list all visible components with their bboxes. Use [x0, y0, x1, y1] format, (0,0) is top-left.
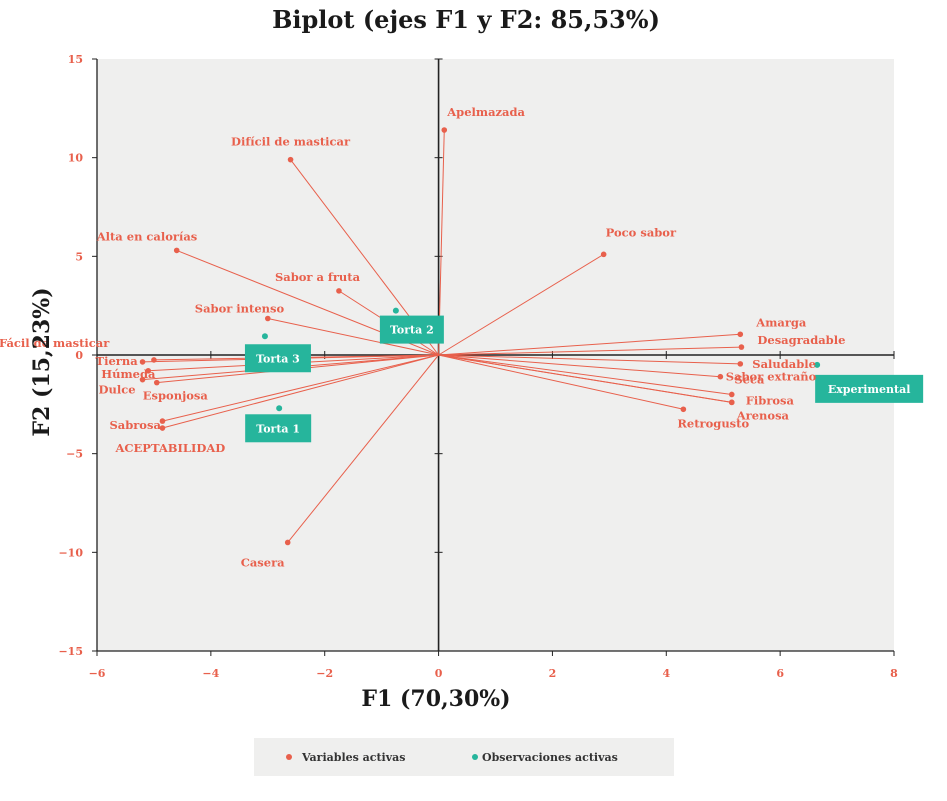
vector-10 [162, 354, 439, 422]
variable-point [264, 315, 271, 322]
variable-point [717, 373, 724, 380]
variable-point [284, 539, 291, 546]
variable-label: Húmeda [101, 367, 156, 381]
variable-label: Sabor extraño [726, 369, 817, 383]
variable-point [728, 399, 735, 406]
x-axis-title: F1 (70,30%) [361, 686, 510, 712]
observation-point [814, 361, 821, 368]
observation-label-box [815, 374, 924, 403]
legend-marker-variables [286, 754, 292, 760]
variable-point [728, 391, 735, 398]
vector-21 [438, 354, 684, 410]
variable-label: Retrogusto [677, 416, 749, 430]
y-tick-label: 0 [75, 349, 83, 362]
variable-label: Sabor intenso [195, 301, 285, 315]
y-tick-label: 10 [68, 152, 84, 165]
vector-4 [267, 318, 439, 356]
variable-point [287, 156, 294, 163]
observation-point [276, 405, 283, 412]
y-tick-label: −10 [58, 546, 83, 559]
vector-17 [438, 354, 721, 378]
vector-18 [438, 354, 732, 395]
legend: Variables activas Observaciones activas [254, 738, 674, 776]
variable-label: Difícil de masticar [231, 135, 351, 149]
variable-point [600, 251, 607, 258]
variable-label: Seca [734, 373, 765, 387]
legend-label-observations: Observaciones activas [482, 751, 618, 764]
observation-label: Torta 3 [256, 352, 300, 365]
variable-point [680, 406, 687, 413]
legend-marker-observations [472, 754, 478, 760]
variable-point [738, 344, 745, 350]
x-tick-label: 4 [662, 667, 670, 680]
x-tick-label: 0 [435, 667, 443, 680]
variable-label: Tierna [96, 354, 139, 368]
x-tick-label: 8 [890, 667, 898, 680]
variable-label: Casera [241, 555, 285, 569]
variable-point [159, 425, 166, 431]
vector-20 [438, 354, 732, 403]
vector-14 [438, 333, 741, 356]
y-tick-label: 15 [68, 53, 83, 66]
chart-title: Biplot (ejes F1 y F2: 85,53%) [272, 5, 660, 34]
variable-label: Poco sabor [606, 225, 677, 239]
variable-label: Sabrosa [109, 418, 161, 432]
observation-point [392, 307, 399, 314]
variable-label: Esponjosa [143, 389, 209, 403]
vector-11 [162, 354, 439, 429]
variable-point [336, 288, 342, 294]
y-tick-label: 5 [75, 250, 83, 263]
variable-labels: Apelmazada Difícil de masticar Alta en cal… [0, 105, 845, 569]
variable-point [173, 247, 180, 254]
variable-point [159, 418, 166, 424]
observation-points: Torta 2 Torta 3 Torta 1 Experimental [244, 307, 924, 443]
variable-point [139, 376, 146, 383]
observation-label-box [379, 315, 444, 344]
observation-label: Torta 2 [390, 324, 434, 337]
variable-point [737, 361, 744, 367]
variable-label: Amarga [755, 315, 807, 329]
x-tick-label: −6 [89, 667, 106, 680]
variable-point [145, 367, 152, 374]
variable-label: Alta en calorías [96, 229, 198, 243]
variable-label: Sabor a fruta [275, 270, 361, 284]
legend-label-variables: Variables activas [301, 751, 405, 764]
variable-point [139, 359, 146, 365]
vector-15 [438, 346, 742, 356]
variable-point [153, 379, 160, 386]
x-tick-label: −2 [316, 667, 333, 680]
vector-16 [438, 354, 741, 365]
y-tick-label: −5 [66, 448, 83, 461]
legend-background [254, 738, 674, 776]
variable-point [441, 127, 448, 133]
variable-point [737, 331, 744, 338]
variable-label: Fácil de masticar [0, 336, 110, 350]
x-tick-label: −4 [202, 667, 219, 680]
variable-label: Desagradable [757, 333, 845, 347]
observation-point [261, 333, 268, 340]
vector-12 [287, 354, 439, 543]
variable-label: ACEPTABILIDAD [114, 441, 225, 455]
vector-13 [438, 253, 604, 356]
observation-label: Experimental [828, 383, 911, 396]
observation-label: Torta 1 [256, 422, 300, 435]
y-axis-title: F2 (15,23%) [29, 287, 55, 436]
y-tick-label: −15 [58, 645, 83, 658]
variable-label: Dulce [99, 383, 136, 397]
variable-label: Saludable [752, 357, 816, 371]
x-tick-label: 2 [549, 667, 557, 680]
variable-label: Arenosa [736, 408, 790, 422]
variable-label: Fibrosa [746, 393, 795, 407]
observation-label-box [245, 414, 312, 443]
variable-label: Apelmazada [446, 105, 525, 119]
x-tick-label: 6 [776, 667, 784, 680]
observation-label-box [244, 344, 311, 373]
